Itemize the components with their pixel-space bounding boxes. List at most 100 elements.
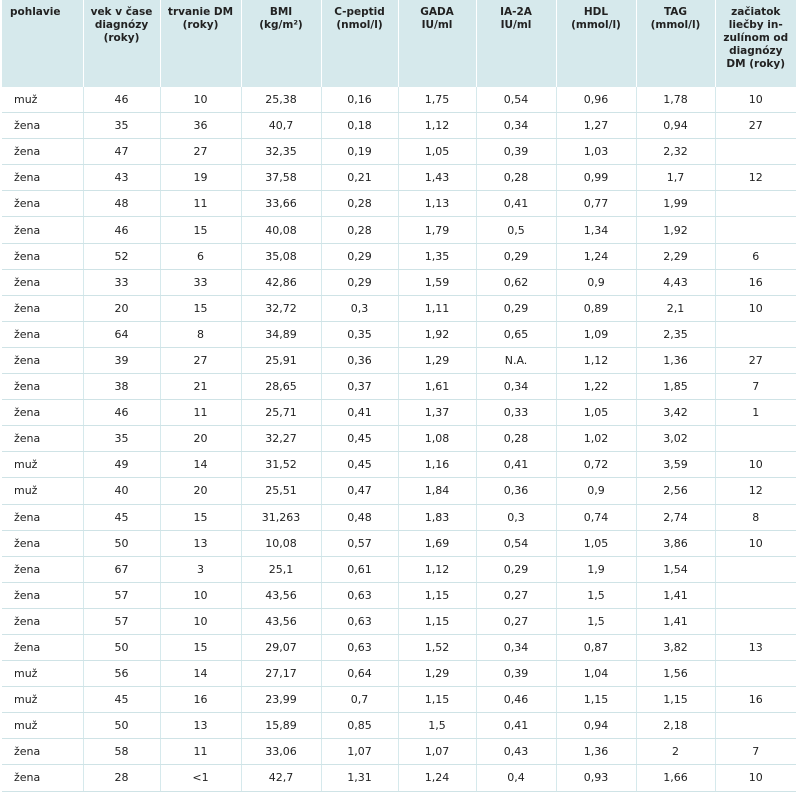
table-cell: 1,83 (398, 504, 477, 531)
table-cell: 3 (160, 556, 242, 583)
table-cell: 49 (83, 451, 161, 479)
table-cell: 35 (83, 112, 161, 140)
table-cell: 1,31 (321, 764, 399, 792)
table-cell: 10 (715, 764, 796, 792)
table-cell: 33,66 (241, 190, 322, 218)
table-cell (715, 556, 796, 583)
table-cell: žena (2, 216, 84, 244)
table-cell: 32,35 (241, 138, 322, 166)
table-cell: 1,37 (398, 399, 477, 427)
table-cell: 0,21 (321, 164, 399, 192)
table-cell: 0,19 (321, 138, 399, 166)
table-cell: 0,96 (556, 87, 637, 114)
table-cell: 1,03 (556, 138, 637, 166)
table-cell: 1,99 (636, 190, 716, 218)
table-row: muž 40 20 25,51 0,47 1,84 0,36 0,9 2,56 12 (2, 477, 796, 505)
table-cell: 0,85 (321, 712, 399, 740)
table-cell: 13 (160, 530, 242, 557)
table-cell: žena (2, 373, 84, 401)
table-cell: 0,34 (476, 634, 557, 662)
table-cell: 12 (715, 477, 796, 505)
table-row: žena 57 10 43,56 0,63 1,15 0,27 1,5 1,41 (2, 582, 796, 609)
table-cell: 1,79 (398, 216, 477, 244)
table-cell: 0,18 (321, 112, 399, 140)
table-cell: žena (2, 425, 84, 453)
table-cell: 21 (160, 373, 242, 401)
table-cell: 0,45 (321, 425, 399, 453)
table-cell: 0,4 (476, 764, 557, 792)
table-cell: 1,15 (556, 686, 637, 714)
table-cell: žena (2, 243, 84, 270)
table-cell: 1,27 (556, 112, 637, 140)
table-row: žena 33 33 42,86 0,29 1,59 0,62 0,9 4,43 16 (2, 269, 796, 296)
table-cell: 0,94 (636, 112, 716, 140)
table-cell: 3,59 (636, 451, 716, 479)
table-cell: 1 (715, 399, 796, 427)
table-row: žena 64 8 34,89 0,35 1,92 0,65 1,09 2,35 (2, 321, 796, 348)
table-cell: 1,54 (636, 556, 716, 583)
table-cell: 0,94 (556, 712, 637, 740)
table-cell: muž (2, 477, 84, 505)
table-cell: 8 (715, 504, 796, 531)
table-cell: 40,08 (241, 216, 322, 244)
table-cell: 0,29 (321, 269, 399, 296)
table-cell: žena (2, 582, 84, 609)
table-cell: žena (2, 112, 84, 140)
table-cell: 43 (83, 164, 161, 192)
table-row: žena 46 11 25,71 0,41 1,37 0,33 1,05 3,42 1 (2, 399, 796, 427)
table-cell (715, 582, 796, 609)
table-cell: 0,65 (476, 321, 557, 348)
table-cell: 25,71 (241, 399, 322, 427)
table-cell: 1,12 (398, 112, 477, 140)
table-cell: 0,46 (476, 686, 557, 714)
table-cell: 0,5 (476, 216, 557, 244)
table-cell: 52 (83, 243, 161, 270)
table-cell: 48 (83, 190, 161, 218)
table-cell: 47 (83, 138, 161, 166)
table-cell: 1,52 (398, 634, 477, 662)
table-cell: 0,48 (321, 504, 399, 531)
table-cell: 15,89 (241, 712, 322, 740)
table-cell: 16 (715, 269, 796, 296)
table-cell: 50 (83, 712, 161, 740)
table-cell: 39 (83, 347, 161, 375)
table-cell: muž (2, 686, 84, 714)
table-row: muž 50 13 15,89 0,85 1,5 0,41 0,94 2,18 (2, 712, 796, 740)
table-cell: 20 (83, 295, 161, 322)
table-cell: 0,37 (321, 373, 399, 401)
table-cell: 33,06 (241, 738, 322, 766)
table-body: muž 46 10 25,38 0,16 1,75 0,54 0,96 1,78 10 žena 35… (2, 87, 796, 792)
table-cell: 1,11 (398, 295, 477, 322)
table-cell: 15 (160, 295, 242, 322)
table-cell: 31,263 (241, 504, 322, 531)
table-cell: 13 (160, 712, 242, 740)
table-row: žena 28 <1 42,7 1,31 1,24 0,4 0,93 1,66 10 (2, 764, 796, 792)
table-cell: 11 (160, 738, 242, 766)
table-cell: 58 (83, 738, 161, 766)
column-header: GADA IU/ml (398, 0, 477, 87)
table-cell: 8 (160, 321, 242, 348)
table-cell: 1,34 (556, 216, 637, 244)
table-cell: žena (2, 738, 84, 766)
table-cell: 0,89 (556, 295, 637, 322)
table-row: muž 46 10 25,38 0,16 1,75 0,54 0,96 1,78 10 (2, 87, 796, 114)
table-cell: 19 (160, 164, 242, 192)
table-cell: 28 (83, 764, 161, 792)
column-header: trvanie DM (roky) (160, 0, 242, 87)
table-cell: 7 (715, 373, 796, 401)
table-cell: 1,07 (398, 738, 477, 766)
table-cell: 0,28 (321, 190, 399, 218)
table-cell: 43,56 (241, 582, 322, 609)
table-cell: 0,43 (476, 738, 557, 766)
table-row: žena 58 11 33,06 1,07 1,07 0,43 1,36 2 7 (2, 738, 796, 766)
table-cell: 0,9 (556, 269, 637, 296)
table-cell: 0,39 (476, 138, 557, 166)
table-cell: 0,36 (476, 477, 557, 505)
table-cell: 1,05 (556, 530, 637, 557)
table-cell: žena (2, 190, 84, 218)
table-cell: 67 (83, 556, 161, 583)
table-cell: 32,72 (241, 295, 322, 322)
table-cell (715, 190, 796, 218)
table-cell: 1,5 (556, 608, 637, 635)
